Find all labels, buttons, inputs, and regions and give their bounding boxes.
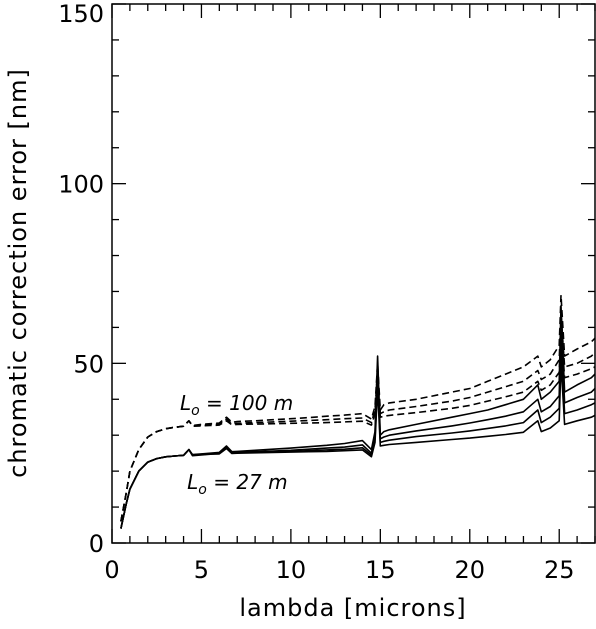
y-tick-label: 100 [58,171,104,199]
x-tick-label: 10 [276,556,307,584]
annotation-label-2: Lo = 27 m [187,470,288,498]
annotation-label-1: Lo = 100 m [180,391,293,419]
x-tick-label: 5 [194,556,209,584]
annotation-layer: Lo = 100 m Lo = 27 m [180,391,293,498]
y-tick-label: 150 [58,0,104,28]
plot-frame [111,3,596,544]
x-axis-title: lambda [microns] [239,594,466,622]
series-line-5-solid [120,323,596,529]
series-line-3-dashed [120,326,596,522]
series-line-6-solid [120,341,596,529]
x-tick-label: 15 [365,556,396,584]
x-tick-label: 25 [544,556,575,584]
y-tick-label: 0 [89,530,104,558]
series-line-7-solid [120,362,596,529]
labels-layer: 0 5 10 15 20 25 0 50 100 150 [58,0,574,584]
series-layer [120,294,596,529]
ticks-layer [111,3,596,544]
x-tick-label: 20 [455,556,486,584]
y-tick-label: 50 [73,350,104,378]
x-tick-label: 0 [104,556,119,584]
y-axis-title: chromatic correction error [nm] [4,68,32,478]
